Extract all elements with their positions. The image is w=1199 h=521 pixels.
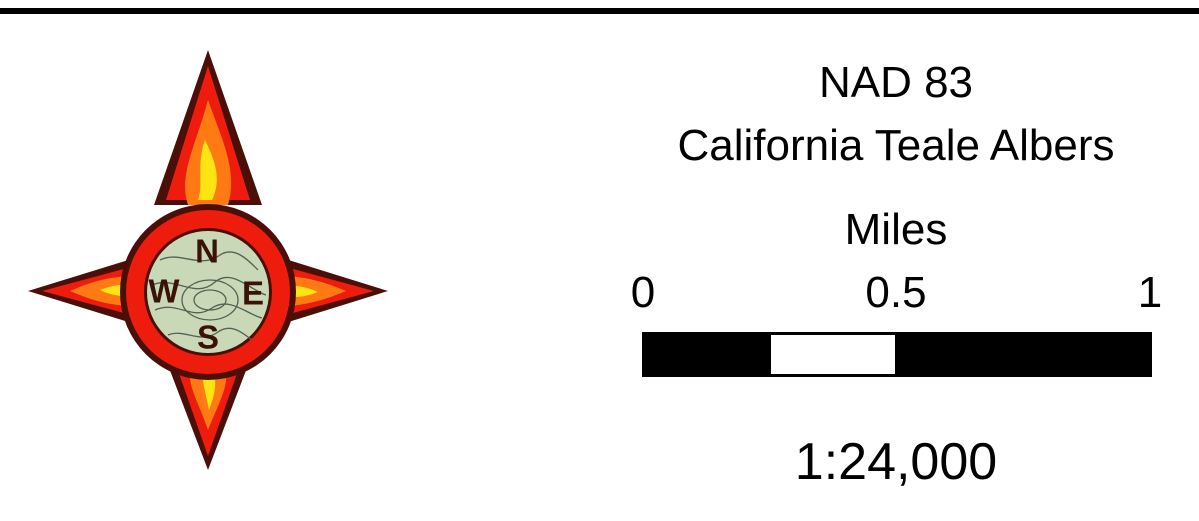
- compass-east: E: [242, 275, 264, 312]
- scale-label: 1: [1138, 268, 1162, 317]
- scale-label: 0.5: [865, 268, 926, 317]
- compass-west: W: [148, 273, 180, 310]
- datum-label: NAD 83: [819, 58, 973, 107]
- compass-north: N: [195, 233, 219, 270]
- compass-south: S: [197, 319, 219, 356]
- scale-ratio: 1:24,000: [795, 433, 997, 491]
- scale-unit: Miles: [845, 205, 948, 254]
- top-border: [0, 8, 1199, 14]
- north-arrow: N W E S: [28, 50, 388, 470]
- projection-label: California Teale Albers: [678, 121, 1115, 170]
- scale-bar: [642, 332, 1152, 377]
- scale-label: 0: [631, 268, 655, 317]
